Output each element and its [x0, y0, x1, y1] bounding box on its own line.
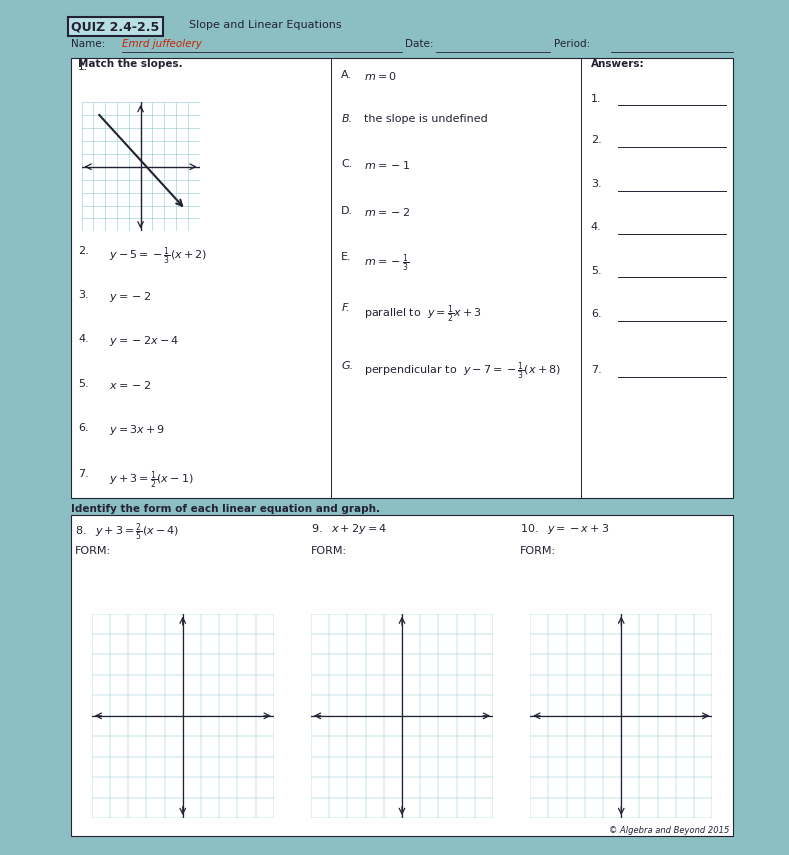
Text: 5.: 5. — [78, 379, 89, 389]
Text: C.: C. — [342, 159, 353, 168]
Text: 1.: 1. — [78, 62, 88, 72]
Text: 1.: 1. — [591, 94, 601, 103]
Text: Period:: Period: — [554, 39, 590, 50]
Text: QUIZ 2.4-2.5: QUIZ 2.4-2.5 — [72, 21, 159, 33]
Text: F.: F. — [342, 304, 350, 313]
Text: 2.: 2. — [591, 135, 602, 145]
Text: 3.: 3. — [78, 290, 89, 300]
Text: D.: D. — [342, 205, 353, 215]
Text: G.: G. — [342, 361, 353, 371]
Text: $y+3=\frac{1}{2}(x-1)$: $y+3=\frac{1}{2}(x-1)$ — [109, 469, 193, 491]
Text: parallel to  $y=\frac{1}{2}x+3$: parallel to $y=\frac{1}{2}x+3$ — [364, 304, 481, 325]
Text: $x=-2$: $x=-2$ — [109, 379, 151, 391]
Text: Date:: Date: — [406, 39, 434, 50]
Text: Slope and Linear Equations: Slope and Linear Equations — [189, 21, 342, 30]
Text: $y-5=-\frac{1}{3}(x+2)$: $y-5=-\frac{1}{3}(x+2)$ — [109, 245, 207, 267]
Text: FORM:: FORM: — [75, 546, 111, 556]
Text: Match the slopes.: Match the slopes. — [78, 60, 183, 69]
Text: $9.\ \ x+2y=4$: $9.\ \ x+2y=4$ — [311, 522, 387, 536]
Text: 3.: 3. — [591, 179, 601, 189]
FancyBboxPatch shape — [72, 515, 732, 836]
Text: $y=3x+9$: $y=3x+9$ — [109, 423, 165, 437]
Text: E.: E. — [342, 252, 352, 262]
Text: perpendicular to  $y-7=-\frac{1}{3}(x+8)$: perpendicular to $y-7=-\frac{1}{3}(x+8)$ — [364, 361, 561, 382]
Text: $m=0$: $m=0$ — [364, 70, 396, 82]
Text: 7.: 7. — [591, 365, 602, 374]
Text: 6.: 6. — [591, 309, 601, 319]
Text: A.: A. — [342, 70, 352, 80]
Text: $10.\ \ y=-x+3$: $10.\ \ y=-x+3$ — [520, 522, 609, 536]
FancyBboxPatch shape — [72, 58, 732, 498]
Text: 4.: 4. — [591, 222, 602, 233]
Text: Answers:: Answers: — [591, 60, 645, 69]
Text: 7.: 7. — [78, 469, 89, 479]
Text: $y=-2$: $y=-2$ — [109, 290, 151, 304]
Text: FORM:: FORM: — [311, 546, 347, 556]
Text: FORM:: FORM: — [520, 546, 556, 556]
Text: $m=-1$: $m=-1$ — [364, 159, 409, 171]
Text: $y=-2x-4$: $y=-2x-4$ — [109, 334, 178, 348]
Text: 4.: 4. — [78, 334, 89, 344]
Text: $m=-\frac{1}{3}$: $m=-\frac{1}{3}$ — [364, 252, 409, 274]
Text: B.: B. — [342, 114, 353, 124]
Text: 2.: 2. — [78, 245, 89, 256]
Text: $8.\ \ y+3=\frac{2}{5}(x-4)$: $8.\ \ y+3=\frac{2}{5}(x-4)$ — [75, 522, 179, 543]
Text: 6.: 6. — [78, 423, 89, 433]
Text: $m=-2$: $m=-2$ — [364, 205, 409, 217]
Text: Identify the form of each linear equation and graph.: Identify the form of each linear equatio… — [72, 504, 380, 514]
Text: Name:: Name: — [72, 39, 106, 50]
Text: the slope is undefined: the slope is undefined — [364, 114, 488, 124]
Text: © Algebra and Beyond 2015: © Algebra and Beyond 2015 — [609, 826, 729, 834]
Text: 5.: 5. — [591, 266, 601, 275]
Text: Emrd juffeolery: Emrd juffeolery — [122, 39, 202, 50]
